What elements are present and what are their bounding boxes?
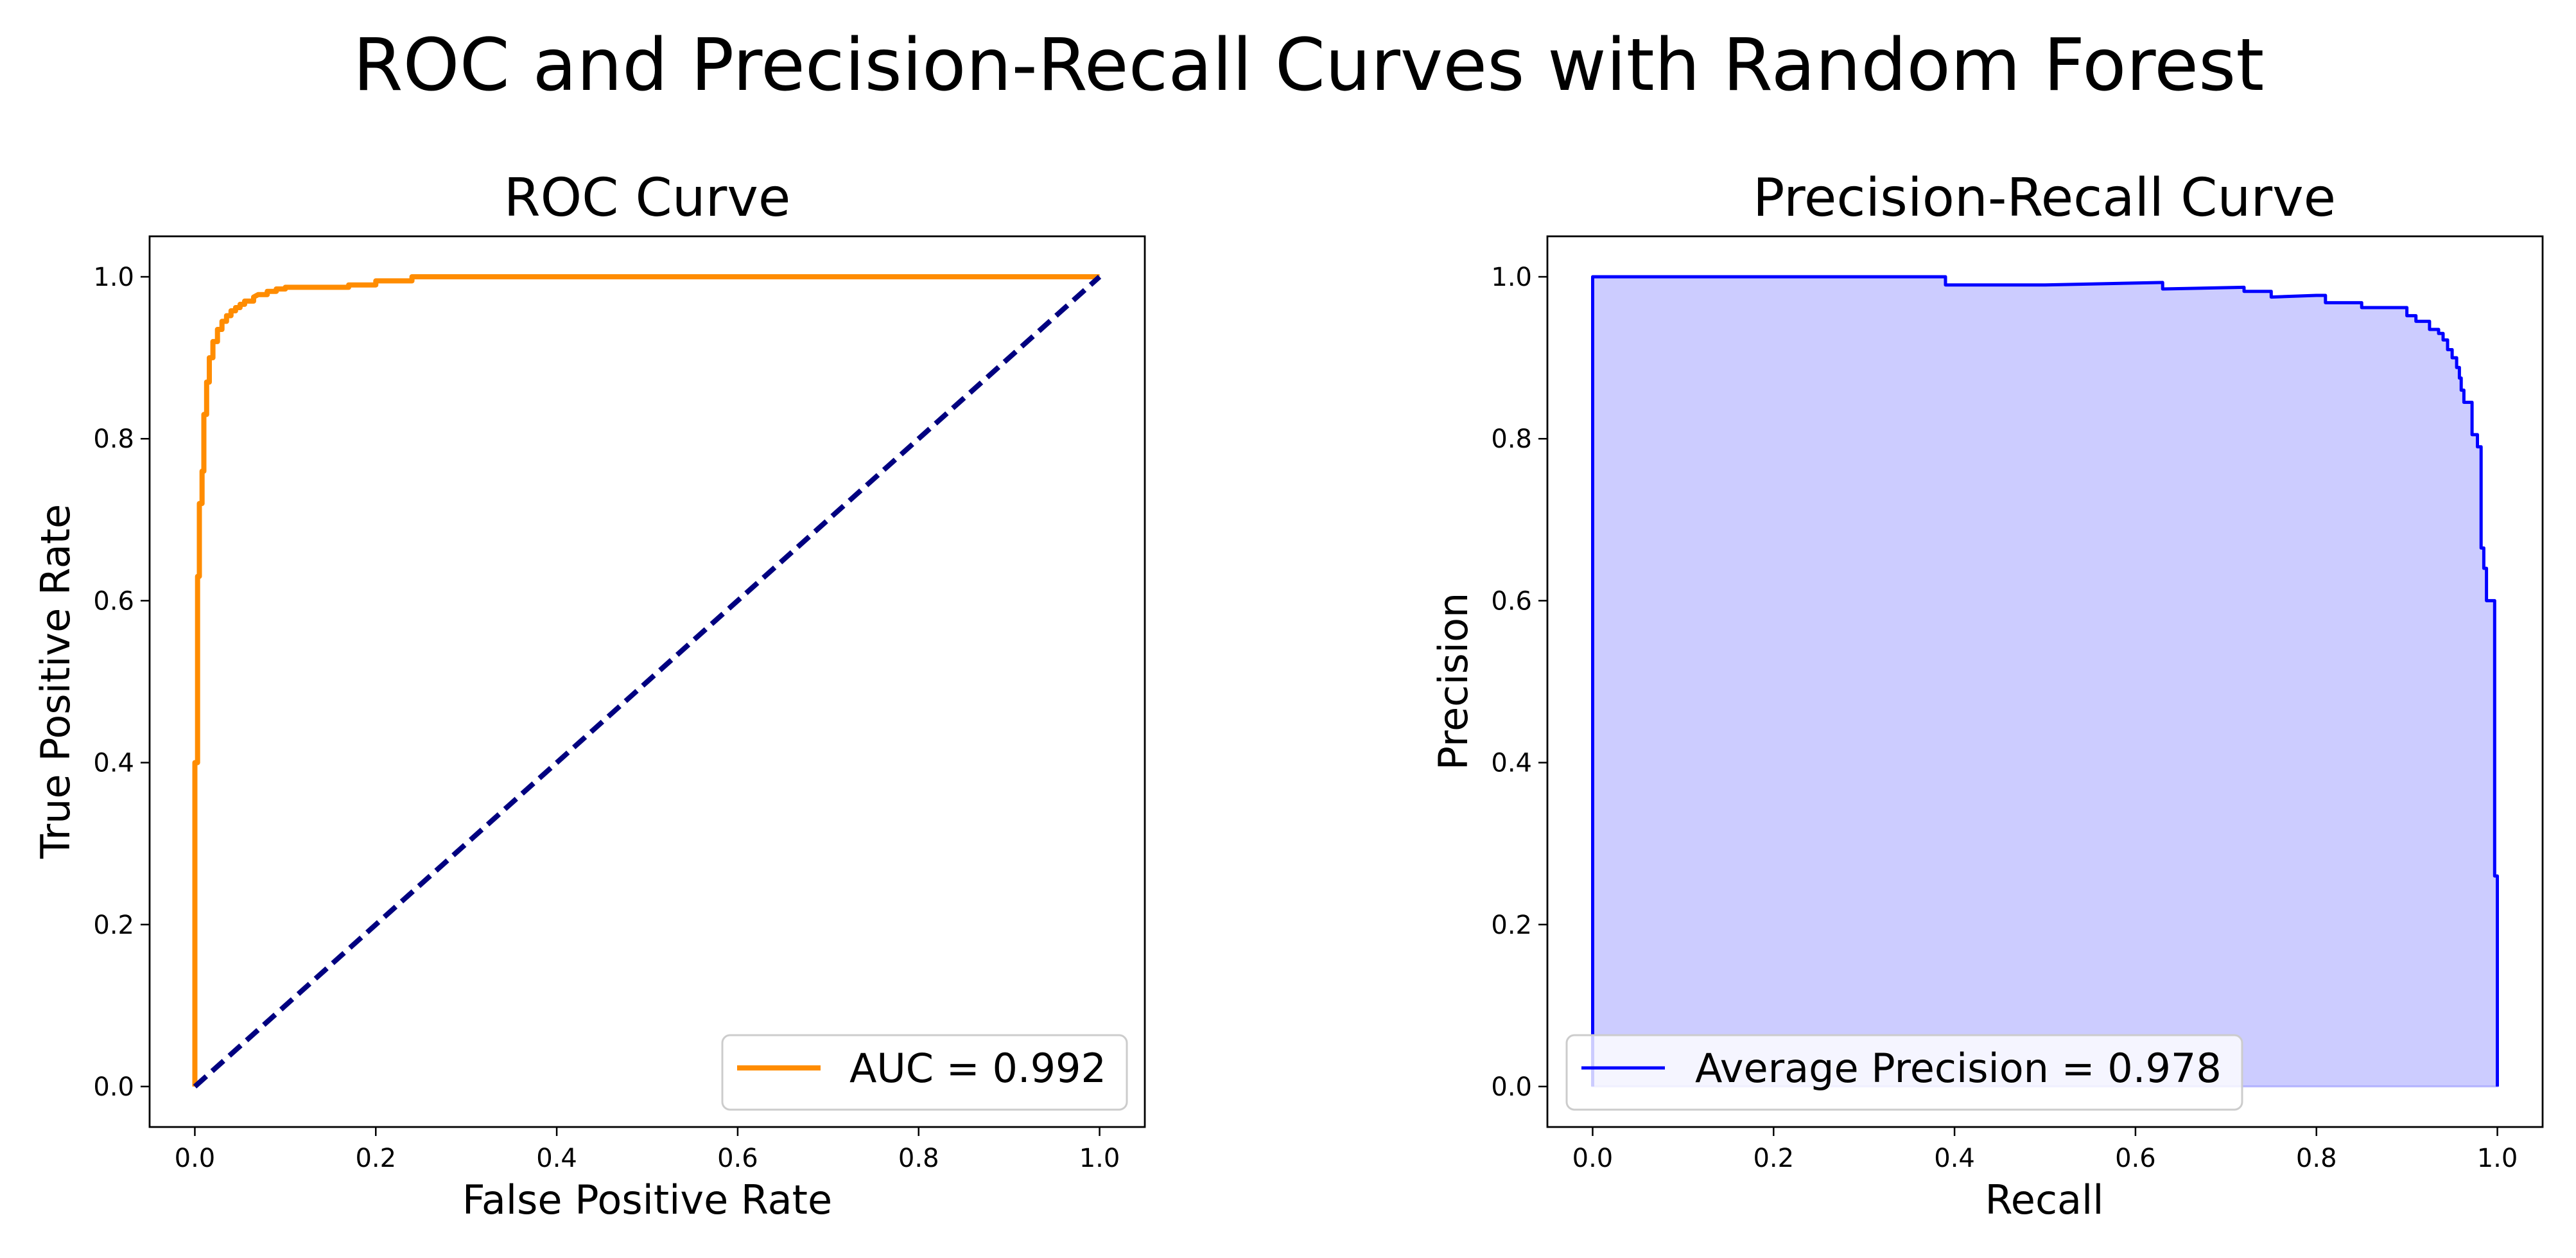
pr-series-0-area-fill [1592, 275, 2498, 1088]
pr-x-tick-label: 0.6 [2115, 1144, 2156, 1173]
roc-x-tick-label: 0.2 [355, 1144, 396, 1173]
roc-x-tick-label: 0.8 [898, 1144, 939, 1173]
pr-legend-label: Average Precision = 0.978 [1695, 1045, 2222, 1092]
roc-x-tick-label: 0.0 [175, 1144, 216, 1173]
pr-x-tick-label: 1.0 [2477, 1144, 2518, 1173]
pr-series-0-line [1591, 275, 2499, 1087]
pr-y-ticks: 0.0 0.2 0.4 0.6 0.8 1.0 [1491, 263, 1547, 1102]
roc-y-tick-label: 0.0 [93, 1072, 134, 1102]
pr-x-tick-label: 0.2 [1753, 1144, 1794, 1173]
roc-y-axis-label: True Positive Rate [32, 504, 79, 859]
pr-legend: Average Precision = 0.978 [1565, 1034, 2243, 1111]
pr-y-tick-label: 0.4 [1491, 749, 1532, 778]
roc-series-0-line [192, 274, 1100, 1087]
pr-title: Precision-Recall Curve [1753, 168, 2336, 229]
roc-plot-area [192, 274, 1102, 1088]
roc-x-tick-label: 1.0 [1079, 1144, 1120, 1173]
pr-y-tick-label: 1.0 [1491, 263, 1532, 292]
pr-y-tick-label: 0.8 [1491, 424, 1532, 454]
roc-panel: ROC Curve 0.0 0.2 0.4 0.6 0.8 1.0 0.00.20.40.… [32, 168, 1146, 1223]
roc-x-ticks: 0.0 0.2 0.4 0.6 0.8 1.0 [175, 1127, 1120, 1173]
roc-x-axis-label: False Positive Rate [462, 1176, 832, 1223]
pr-plot-area [1591, 275, 2499, 1088]
figure-title: ROC and Precision-Recall Curves with Ran… [353, 24, 2265, 107]
roc-y-tick-label: 0.6 [93, 586, 134, 616]
pr-axes-frame [1546, 235, 2544, 1128]
roc-series-1-line [193, 275, 1102, 1088]
roc-legend: AUC = 0.992 [721, 1034, 1128, 1111]
pr-y-tick-label: 0.0 [1491, 1072, 1532, 1102]
pr-x-tick-label: 0.8 [2296, 1144, 2337, 1173]
pr-x-axis-label: Recall [1985, 1176, 2104, 1223]
roc-y-tick-label: 1.0 [93, 263, 134, 292]
roc-legend-box [721, 1034, 1128, 1111]
pr-x-tick-label: 0.4 [1934, 1144, 1975, 1173]
pr-y-axis-label: Precision [1430, 593, 1477, 771]
pr-legend-box [1565, 1034, 2243, 1111]
roc-title: ROC Curve [504, 168, 791, 229]
roc-y-tick-label: 0.2 [93, 911, 134, 940]
pr-y-tick-label: 0.6 [1491, 586, 1532, 616]
roc-x-tick-label: 0.4 [536, 1144, 577, 1173]
roc-y-tick-label: 0.4 [93, 749, 134, 778]
roc-x-tick-label: 0.6 [717, 1144, 758, 1173]
roc-y-tick-label: 0.8 [93, 424, 134, 454]
roc-y-ticks: 0.0 0.2 0.4 0.6 0.8 1.0 [93, 263, 150, 1102]
pr-x-tick-label: 0.0 [1572, 1144, 1614, 1173]
roc-legend-label: AUC = 0.992 [849, 1045, 1106, 1092]
pr-panel: Precision-Recall Curve 0.0 0.2 0.4 0.6 0.8 1.… [1430, 168, 2544, 1223]
pr-y-tick-label: 0.2 [1491, 911, 1532, 940]
pr-x-ticks: 0.0 0.2 0.4 0.6 0.8 1.0 [1572, 1127, 2518, 1173]
roc-axes-frame [148, 235, 1146, 1128]
